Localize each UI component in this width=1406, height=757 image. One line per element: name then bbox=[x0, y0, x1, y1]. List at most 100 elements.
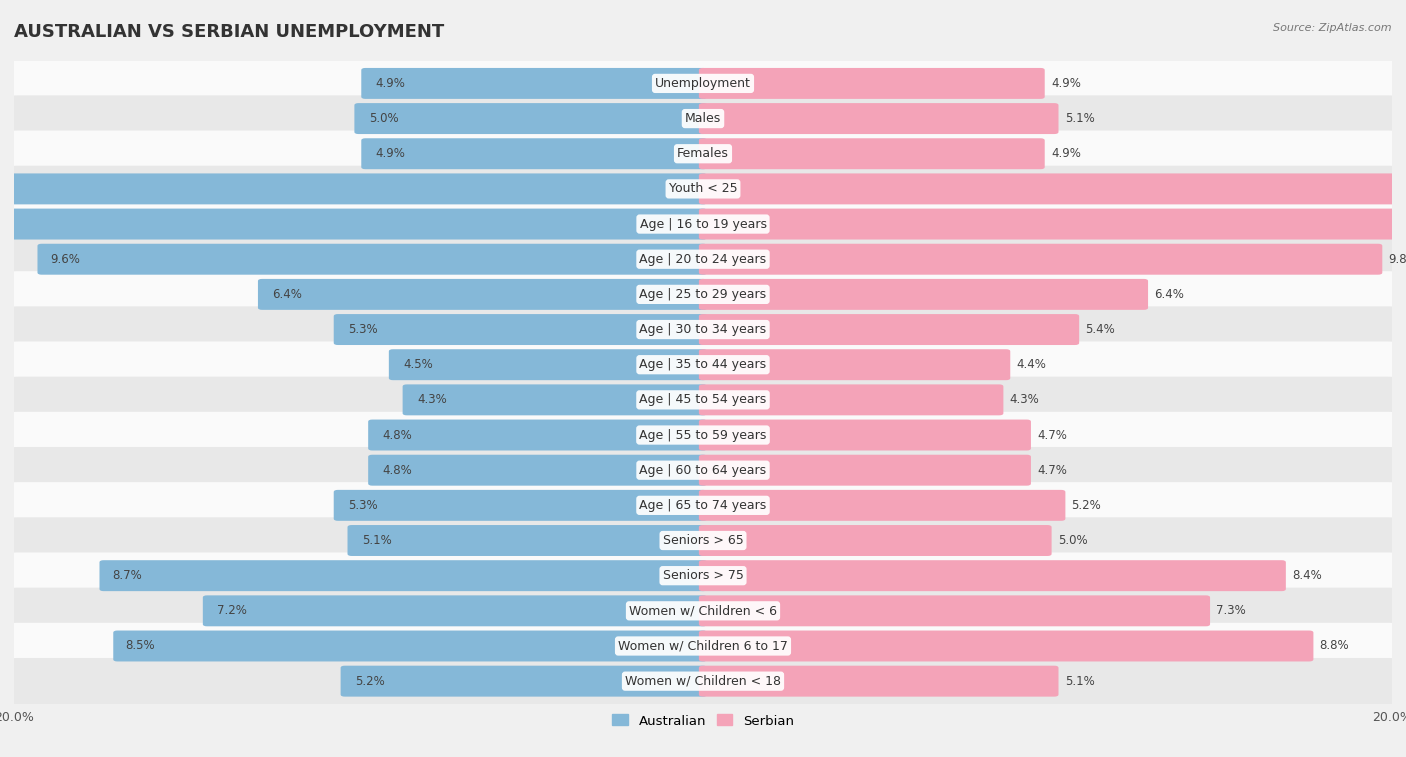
Text: Age | 20 to 24 years: Age | 20 to 24 years bbox=[640, 253, 766, 266]
Text: Source: ZipAtlas.com: Source: ZipAtlas.com bbox=[1274, 23, 1392, 33]
Text: 8.5%: 8.5% bbox=[125, 640, 155, 653]
Text: 4.9%: 4.9% bbox=[1050, 77, 1081, 90]
Text: 9.8%: 9.8% bbox=[1389, 253, 1406, 266]
FancyBboxPatch shape bbox=[699, 595, 1211, 626]
FancyBboxPatch shape bbox=[699, 244, 1382, 275]
Text: Women w/ Children < 18: Women w/ Children < 18 bbox=[626, 674, 780, 687]
FancyBboxPatch shape bbox=[6, 517, 1400, 564]
Text: 8.7%: 8.7% bbox=[112, 569, 142, 582]
Legend: Australian, Serbian: Australian, Serbian bbox=[607, 709, 799, 733]
Text: 4.8%: 4.8% bbox=[382, 464, 412, 477]
FancyBboxPatch shape bbox=[100, 560, 707, 591]
FancyBboxPatch shape bbox=[333, 314, 707, 345]
Text: 4.9%: 4.9% bbox=[375, 148, 405, 160]
FancyBboxPatch shape bbox=[6, 341, 1400, 388]
FancyBboxPatch shape bbox=[0, 173, 707, 204]
FancyBboxPatch shape bbox=[699, 560, 1286, 591]
Text: Age | 45 to 54 years: Age | 45 to 54 years bbox=[640, 394, 766, 407]
Text: Age | 30 to 34 years: Age | 30 to 34 years bbox=[640, 323, 766, 336]
FancyBboxPatch shape bbox=[699, 209, 1406, 239]
FancyBboxPatch shape bbox=[6, 623, 1400, 669]
Text: 9.6%: 9.6% bbox=[49, 253, 80, 266]
Text: Seniors > 75: Seniors > 75 bbox=[662, 569, 744, 582]
Text: Age | 55 to 59 years: Age | 55 to 59 years bbox=[640, 428, 766, 441]
Text: 8.8%: 8.8% bbox=[1320, 640, 1350, 653]
Text: Age | 35 to 44 years: Age | 35 to 44 years bbox=[640, 358, 766, 371]
Text: 5.1%: 5.1% bbox=[1064, 112, 1094, 125]
FancyBboxPatch shape bbox=[361, 139, 707, 170]
FancyBboxPatch shape bbox=[6, 166, 1400, 212]
Text: 4.3%: 4.3% bbox=[1010, 394, 1039, 407]
Text: 4.5%: 4.5% bbox=[404, 358, 433, 371]
FancyBboxPatch shape bbox=[333, 490, 707, 521]
Text: Seniors > 65: Seniors > 65 bbox=[662, 534, 744, 547]
FancyBboxPatch shape bbox=[699, 103, 1059, 134]
Text: 5.2%: 5.2% bbox=[356, 674, 385, 687]
Text: Age | 65 to 74 years: Age | 65 to 74 years bbox=[640, 499, 766, 512]
FancyBboxPatch shape bbox=[6, 95, 1400, 142]
FancyBboxPatch shape bbox=[368, 419, 707, 450]
FancyBboxPatch shape bbox=[6, 377, 1400, 423]
Text: 5.4%: 5.4% bbox=[1085, 323, 1115, 336]
Text: 4.3%: 4.3% bbox=[418, 394, 447, 407]
Text: 4.9%: 4.9% bbox=[375, 77, 405, 90]
FancyBboxPatch shape bbox=[699, 525, 1052, 556]
FancyBboxPatch shape bbox=[340, 665, 707, 696]
Text: 8.4%: 8.4% bbox=[1292, 569, 1322, 582]
FancyBboxPatch shape bbox=[6, 553, 1400, 599]
FancyBboxPatch shape bbox=[699, 455, 1031, 486]
FancyBboxPatch shape bbox=[6, 658, 1400, 704]
FancyBboxPatch shape bbox=[361, 68, 707, 99]
FancyBboxPatch shape bbox=[6, 201, 1400, 248]
Text: 5.0%: 5.0% bbox=[1057, 534, 1087, 547]
Text: 5.0%: 5.0% bbox=[368, 112, 398, 125]
Text: Women w/ Children < 6: Women w/ Children < 6 bbox=[628, 604, 778, 617]
Text: Males: Males bbox=[685, 112, 721, 125]
Text: 6.4%: 6.4% bbox=[1154, 288, 1184, 301]
Text: 7.2%: 7.2% bbox=[218, 604, 247, 617]
Text: 5.3%: 5.3% bbox=[349, 499, 378, 512]
FancyBboxPatch shape bbox=[347, 525, 707, 556]
FancyBboxPatch shape bbox=[114, 631, 707, 662]
FancyBboxPatch shape bbox=[6, 61, 1400, 107]
FancyBboxPatch shape bbox=[699, 490, 1066, 521]
FancyBboxPatch shape bbox=[699, 419, 1031, 450]
FancyBboxPatch shape bbox=[6, 130, 1400, 177]
FancyBboxPatch shape bbox=[354, 103, 707, 134]
Text: 5.2%: 5.2% bbox=[1071, 499, 1101, 512]
Text: Females: Females bbox=[678, 148, 728, 160]
FancyBboxPatch shape bbox=[6, 271, 1400, 318]
FancyBboxPatch shape bbox=[6, 482, 1400, 528]
FancyBboxPatch shape bbox=[389, 349, 707, 380]
FancyBboxPatch shape bbox=[6, 447, 1400, 494]
FancyBboxPatch shape bbox=[699, 385, 1004, 416]
FancyBboxPatch shape bbox=[699, 314, 1080, 345]
FancyBboxPatch shape bbox=[699, 665, 1059, 696]
Text: Unemployment: Unemployment bbox=[655, 77, 751, 90]
Text: 4.7%: 4.7% bbox=[1038, 428, 1067, 441]
FancyBboxPatch shape bbox=[368, 455, 707, 486]
Text: Age | 25 to 29 years: Age | 25 to 29 years bbox=[640, 288, 766, 301]
FancyBboxPatch shape bbox=[6, 307, 1400, 353]
FancyBboxPatch shape bbox=[0, 209, 707, 239]
Text: Women w/ Children 6 to 17: Women w/ Children 6 to 17 bbox=[619, 640, 787, 653]
FancyBboxPatch shape bbox=[6, 236, 1400, 282]
Text: 5.1%: 5.1% bbox=[361, 534, 392, 547]
FancyBboxPatch shape bbox=[38, 244, 707, 275]
Text: AUSTRALIAN VS SERBIAN UNEMPLOYMENT: AUSTRALIAN VS SERBIAN UNEMPLOYMENT bbox=[14, 23, 444, 41]
Text: 4.7%: 4.7% bbox=[1038, 464, 1067, 477]
FancyBboxPatch shape bbox=[699, 68, 1045, 99]
FancyBboxPatch shape bbox=[257, 279, 707, 310]
Text: 4.8%: 4.8% bbox=[382, 428, 412, 441]
FancyBboxPatch shape bbox=[6, 412, 1400, 458]
FancyBboxPatch shape bbox=[699, 631, 1313, 662]
FancyBboxPatch shape bbox=[202, 595, 707, 626]
Text: Age | 60 to 64 years: Age | 60 to 64 years bbox=[640, 464, 766, 477]
Text: Youth < 25: Youth < 25 bbox=[669, 182, 737, 195]
Text: Age | 16 to 19 years: Age | 16 to 19 years bbox=[640, 217, 766, 231]
FancyBboxPatch shape bbox=[402, 385, 707, 416]
FancyBboxPatch shape bbox=[699, 349, 1011, 380]
Text: 6.4%: 6.4% bbox=[273, 288, 302, 301]
Text: 4.4%: 4.4% bbox=[1017, 358, 1046, 371]
Text: 7.3%: 7.3% bbox=[1216, 604, 1246, 617]
